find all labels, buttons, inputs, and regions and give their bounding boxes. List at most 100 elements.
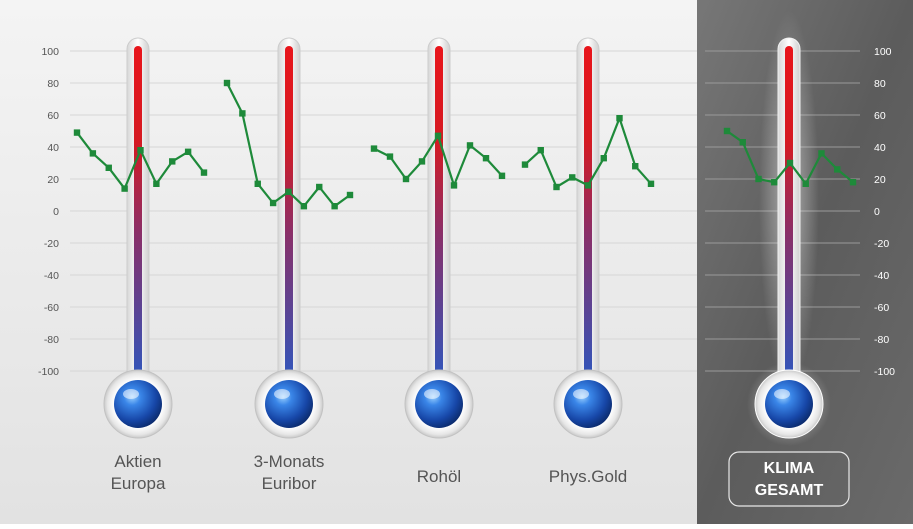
thermometer-bulb [564,380,612,428]
data-point [316,183,323,191]
y-tick-label-right: -100 [874,366,895,378]
panel-labels: Aktien Europa 3-Monats Euribor Rohöl Phys.Gol… [111,451,850,507]
thermometer-liquid [285,46,293,386]
panel-label: KLIMA GESAMT [728,451,850,507]
y-tick-label: -40 [44,270,59,282]
panel-label-line: Euribor [262,474,317,493]
thermometer-liquid [134,46,142,386]
data-point [584,182,592,189]
data-point [418,158,426,165]
thermometer [553,37,623,439]
data-point [647,180,655,187]
data-point [200,169,208,176]
y-tick-label: 100 [41,46,59,58]
y-tick-label-right: -60 [874,302,889,314]
data-point [402,175,410,183]
y-tick-label: 0 [53,206,59,218]
y-tick-label-right: 40 [874,142,886,154]
data-point [254,180,261,187]
thermometer [404,37,474,439]
series-panel [73,129,208,192]
data-point [498,172,506,179]
y-tick-label: 20 [47,174,59,186]
data-point [818,150,825,157]
y-tick-label-right: -20 [874,238,889,250]
panel-label-line: Europa [111,474,166,493]
series-panel [223,79,354,210]
data-point [569,174,576,181]
y-tick-label: -100 [38,366,59,378]
panel-label: Aktien Europa [111,452,166,493]
data-point [105,164,112,171]
bulb-highlight [424,389,440,399]
y-tick-label: 80 [47,78,59,90]
data-point [600,155,607,162]
bulb-highlight [573,389,589,399]
thermometer [103,37,173,439]
data-point [153,180,160,187]
data-point [434,132,442,139]
thermometer-liquid [435,46,443,386]
panel-label-line: Aktien [114,452,161,471]
data-point [300,203,308,210]
data-point [285,188,292,195]
data-point [537,147,544,154]
data-point [739,139,746,146]
y-tick-label-right: 0 [874,206,880,218]
panel-label: 3-Monats Euribor [254,452,325,493]
data-point [223,79,231,87]
y-tick-label-right: 20 [874,174,886,186]
thermometer-liquid [584,46,592,386]
thermometer-bulb [765,380,813,428]
data-point [786,159,794,167]
data-point [169,158,176,165]
series-panel [370,132,506,189]
panel-label: Phys.Gold [549,467,627,486]
thermometer-bulb [415,380,463,428]
data-point [616,115,623,122]
thermometer [747,10,831,446]
data-point [121,185,128,192]
data-point [466,142,474,149]
data-point [239,110,246,117]
y-axis-labels-left: 100 80 60 40 20 0 -20 -40 -60 -80 -100 [38,46,59,378]
data-point [73,129,81,136]
data-point [386,153,394,160]
series-lines [73,79,857,210]
data-point [802,180,809,187]
y-tick-label: -80 [44,334,59,346]
data-point [269,199,277,207]
y-tick-label: 40 [47,142,59,154]
thermometer [254,37,324,439]
panel-label: Rohöl [417,467,461,486]
data-point [137,147,144,154]
data-point [632,163,639,170]
series-panel [521,115,655,191]
panel-label-line: 3-Monats [254,452,325,471]
y-tick-label-right: 100 [874,46,892,58]
data-point [450,182,458,189]
data-point [849,179,857,186]
data-point [331,203,338,210]
thermometer-bulb [265,380,313,428]
bulb-highlight [123,389,139,399]
data-point [834,166,841,173]
y-axis-labels-right: 100 80 60 40 20 0 -20 -40 -60 -80 -100 [874,46,895,378]
panel-label-line: GESAMT [755,482,824,499]
y-tick-label-right: 80 [874,78,886,90]
thermometer-liquid [785,46,793,386]
y-tick-label: -60 [44,302,59,314]
y-tick-label: 60 [47,110,59,122]
data-point [755,175,762,183]
data-point [521,161,529,168]
panel-label-line: Phys.Gold [549,467,627,486]
y-tick-label-right: 60 [874,110,886,122]
data-point [553,183,560,191]
data-point [184,148,192,155]
data-point [482,155,490,162]
panel-label-line: KLIMA [764,460,815,477]
data-point [346,191,354,199]
bulb-highlight [274,389,290,399]
